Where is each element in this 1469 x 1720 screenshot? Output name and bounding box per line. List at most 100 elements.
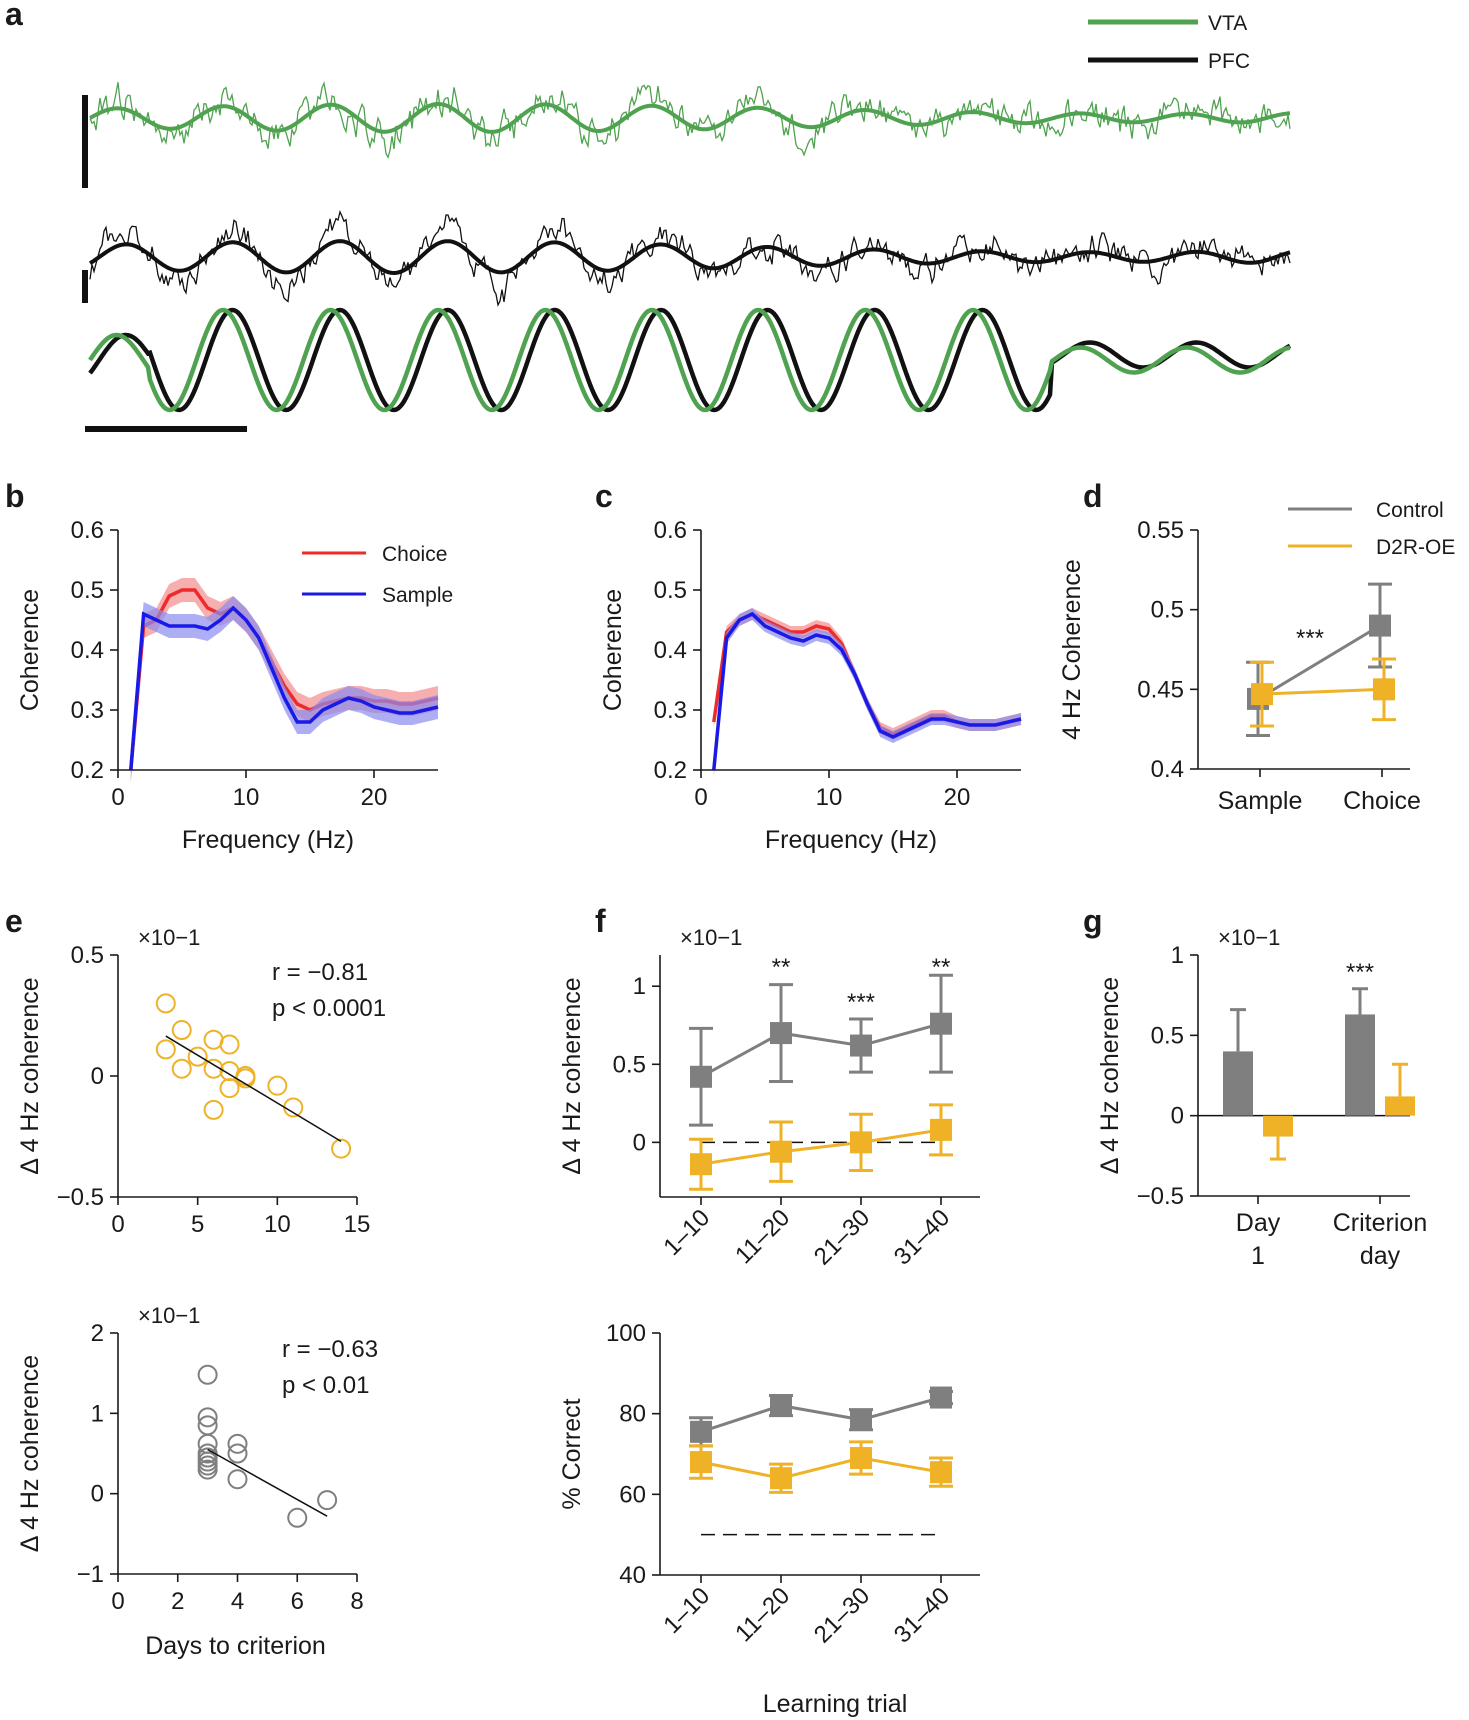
- panel-label-c: c: [595, 478, 613, 514]
- f-top-marker: [770, 1022, 792, 1045]
- f-top-y-tick-label: 0: [633, 1129, 646, 1156]
- e-bottom-point: [227, 1433, 248, 1454]
- e-top-stat-r: r = −0.81: [272, 959, 368, 986]
- f-bottom-x-label: Learning trial: [763, 1690, 908, 1718]
- f-top-x-tick-label: 11–20: [730, 1204, 795, 1269]
- e-top-fit-line: [165, 1035, 342, 1142]
- f-top-marker: [930, 1118, 952, 1141]
- g-multiplier: ×10−1: [1218, 925, 1280, 950]
- f-top-x-tick-label: 31–40: [889, 1204, 955, 1270]
- f-bottom-y-tick-label: 80: [619, 1401, 646, 1428]
- e-top-x-tick-label: 5: [191, 1211, 204, 1238]
- f-top-y-tick-label: 1: [633, 973, 646, 1000]
- e-top-point: [203, 1099, 224, 1120]
- f-bottom-y-label: % Correct: [558, 1398, 586, 1509]
- b-y-tick-label: 0.2: [71, 757, 104, 784]
- panel-label-b: b: [5, 478, 25, 514]
- vta-filtered-trace: [89, 101, 1291, 134]
- panel-f-top-delta-coherence: 0 0.5 1 1–10 11–20 21–30 31–40 Δ 4 Hz coherence…: [558, 925, 980, 1270]
- b-y-tick-label: 0.4: [71, 637, 104, 664]
- e-bottom-x-tick-label: 2: [171, 1588, 184, 1615]
- f-bottom-marker: [850, 1408, 872, 1431]
- f-bottom-d2r-oe-line: [700, 1456, 942, 1480]
- panel-label-f: f: [595, 903, 606, 939]
- f-bottom-y-tick-label: 100: [606, 1320, 646, 1347]
- e-top-point: [219, 1034, 240, 1055]
- f-top-y-tick-label: 0.5: [613, 1051, 646, 1078]
- panel-b-coherence-spectrum: 0.2 0.3 0.4 0.5 0.6 0 10 20 Frequency (Hz) Cohere…: [16, 517, 453, 854]
- g-x-tick-label: day: [1360, 1242, 1401, 1270]
- f-bottom-marker: [930, 1386, 952, 1409]
- f-bottom-x-tick-label: 21–30: [809, 1582, 875, 1648]
- g-y-tick-label: 1: [1171, 942, 1184, 969]
- pfc-filtered-trace: [88, 239, 1291, 276]
- f-top-multiplier: ×10−1: [680, 925, 742, 950]
- c-y-tick-label: 0.3: [654, 697, 687, 724]
- vta-normalized-trace: [88, 307, 1291, 413]
- e-top-point: [155, 1039, 176, 1060]
- g-y-tick-label: 0: [1171, 1103, 1184, 1130]
- e-top-x-tick-label: 15: [344, 1211, 371, 1238]
- e-bottom-x-tick-label: 0: [111, 1588, 124, 1615]
- b-y-tick-label: 0.3: [71, 697, 104, 724]
- c-y-tick-label: 0.5: [654, 577, 687, 604]
- legend-vta-label: VTA: [1208, 12, 1247, 35]
- f-bottom-marker: [690, 1451, 712, 1474]
- b-y-tick-label: 0.6: [71, 517, 104, 544]
- b-y-tick-label: 0.5: [71, 577, 104, 604]
- e-top-y-tick-label: 0: [91, 1063, 104, 1090]
- b-x-tick-label: 0: [111, 784, 124, 811]
- e-bottom-stat-r: r = −0.63: [282, 1336, 378, 1363]
- b-sample-line: [129, 605, 439, 771]
- e-bottom-y-tick-label: 0: [91, 1481, 104, 1508]
- panel-e-bottom-scatter: −1 0 1 2 0 2 4 6 8 Days to criterion Δ 4 Hz cohere…: [16, 1303, 378, 1660]
- panel-label-e: e: [5, 903, 23, 939]
- b-x-tick-label: 20: [361, 784, 388, 811]
- g-y-tick-label: 0.5: [1151, 1022, 1184, 1049]
- f-top-marker: [850, 1034, 872, 1057]
- e-bottom-x-tick-label: 6: [291, 1588, 304, 1615]
- f-top-y-label: Δ 4 Hz coherence: [558, 977, 586, 1174]
- panel-e-top-scatter: −0.5 0 0.5 0 5 10 15 Δ 4 Hz coherence ×10−1 r = −…: [16, 925, 386, 1238]
- vta-scale-bar: [82, 95, 88, 188]
- time-scale-bar: [85, 426, 247, 432]
- f-bottom-marker: [770, 1467, 792, 1490]
- f-top-significance: **: [772, 954, 791, 981]
- d-d2r-oe-line: [1261, 687, 1385, 696]
- f-top-marker: [690, 1153, 712, 1176]
- b-x-label: Frequency (Hz): [182, 826, 354, 854]
- e-top-x-tick-label: 0: [111, 1211, 124, 1238]
- d-y-tick-label: 0.55: [1137, 517, 1184, 544]
- g-x-tick-label: Criterion: [1333, 1209, 1427, 1237]
- f-top-marker: [850, 1131, 872, 1154]
- c-x-label: Frequency (Hz): [765, 826, 937, 854]
- f-bottom-control-line: [700, 1396, 942, 1434]
- d-y-label: 4 Hz Coherence: [1058, 559, 1086, 740]
- e-bottom-y-label: Δ 4 Hz coherence: [16, 1355, 44, 1552]
- e-bottom-point: [197, 1407, 218, 1428]
- g-y-label: Δ 4 Hz coherence: [1096, 977, 1124, 1174]
- e-bottom-y-tick-label: 2: [91, 1320, 104, 1347]
- e-bottom-x-label: Days to criterion: [145, 1632, 326, 1660]
- e-bottom-stat-p: p < 0.01: [282, 1372, 369, 1399]
- e-top-stat-p: p < 0.0001: [272, 995, 386, 1022]
- e-top-x-tick-label: 10: [264, 1211, 291, 1238]
- e-bottom-fit-line: [207, 1448, 328, 1517]
- e-bottom-x-tick-label: 4: [231, 1588, 244, 1615]
- f-top-control-line: [700, 1022, 942, 1079]
- d-x-tick-label: Choice: [1343, 787, 1421, 815]
- e-bottom-point: [287, 1507, 308, 1528]
- f-top-d2r-oe-line: [700, 1128, 942, 1166]
- d-y-tick-label: 0.4: [1151, 756, 1184, 783]
- e-top-point: [267, 1075, 288, 1096]
- c-x-tick-label: 10: [816, 784, 843, 811]
- e-bottom-y-tick-label: −1: [77, 1561, 104, 1588]
- legend-pfc-label: PFC: [1208, 50, 1250, 73]
- panel-label-a: a: [5, 0, 23, 32]
- d-marker: [1373, 678, 1395, 701]
- f-bottom-y-tick-label: 40: [619, 1562, 646, 1589]
- e-top-multiplier: ×10−1: [138, 925, 200, 950]
- c-y-tick-label: 0.4: [654, 637, 687, 664]
- f-top-x-tick-label: 1–10: [658, 1204, 715, 1261]
